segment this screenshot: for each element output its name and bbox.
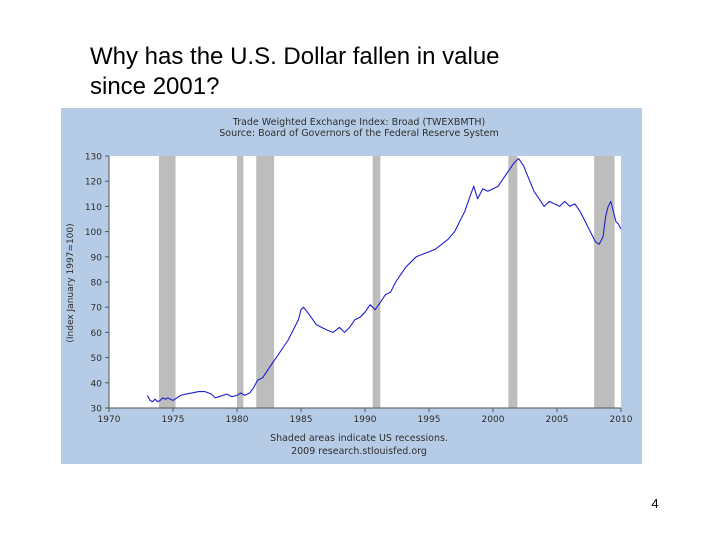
footnote-source: 2009 research.stlouisfed.org — [291, 446, 427, 457]
x-tick-label: 1970 — [98, 415, 121, 425]
x-tick-label: 2000 — [482, 415, 505, 425]
y-tick-label: 130 — [85, 153, 102, 163]
chart-frame: Trade Weighted Exchange Index: Broad (TW… — [61, 108, 642, 464]
y-tick-label: 80 — [91, 279, 103, 289]
y-tick-label: 110 — [85, 203, 102, 213]
y-tick-label: 70 — [91, 304, 103, 314]
x-tick-label: 1985 — [290, 415, 313, 425]
y-tick-label: 40 — [91, 379, 103, 389]
recession-band-1 — [158, 156, 176, 408]
x-tick-label: 1975 — [162, 415, 185, 425]
x-tick-label: 1990 — [354, 415, 377, 425]
slide-title: Why has the U.S. Dollar fallen in value … — [90, 43, 500, 100]
y-tick-label: 120 — [85, 178, 102, 188]
y-tick-label: 30 — [91, 405, 103, 415]
recession-band-6 — [594, 156, 615, 408]
chart-title: Trade Weighted Exchange Index: Broad (TW… — [232, 117, 486, 128]
page-number: 4 — [651, 496, 659, 511]
exchange-index-chart: Trade Weighted Exchange Index: Broad (TW… — [66, 117, 633, 457]
y-tick-label: 100 — [85, 228, 102, 238]
x-tick-label: 2010 — [610, 415, 633, 425]
y-tick-label: 60 — [91, 329, 103, 339]
x-tick-label: 2005 — [546, 415, 569, 425]
x-tick-label: 1995 — [418, 415, 441, 425]
chart-subtitle: Source: Board of Governors of the Federa… — [219, 128, 499, 139]
x-tick-label: 1980 — [226, 415, 249, 425]
y-tick-label: 50 — [91, 354, 103, 364]
recession-band-5 — [508, 156, 518, 408]
y-tick-label: 90 — [91, 253, 103, 263]
recession-band-3 — [256, 156, 275, 408]
recession-band-2 — [237, 156, 244, 408]
plot-area — [109, 156, 621, 408]
y-axis-label: (Index January 1997=100) — [66, 223, 76, 342]
footnote-recessions: Shaded areas indicate US recessions. — [270, 433, 448, 444]
recession-band-4 — [372, 156, 381, 408]
series-line-1 — [146, 157, 622, 403]
